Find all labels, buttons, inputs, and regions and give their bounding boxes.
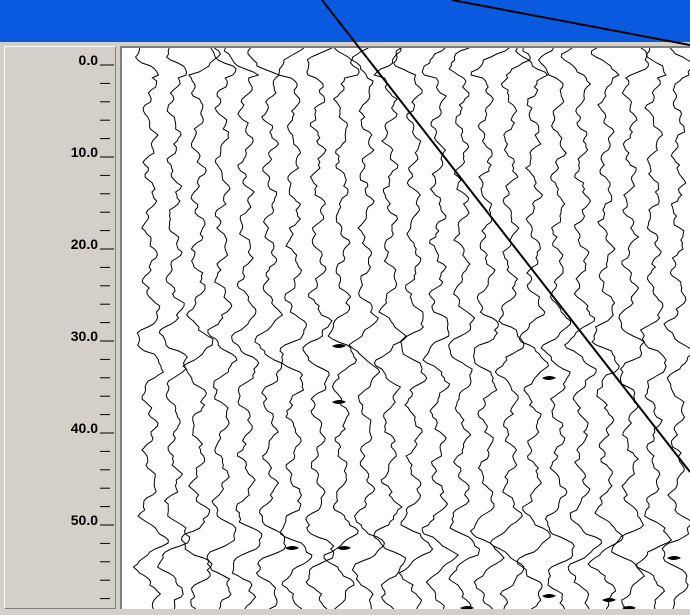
filled-peak xyxy=(285,546,299,550)
time-tick-label: 30.0 xyxy=(71,328,98,344)
time-axis-panel: 0.0 10.0 20.0 30.0 40.0 50.0 xyxy=(4,46,116,609)
seismic-trace xyxy=(515,48,551,609)
filled-peak xyxy=(460,606,474,609)
seismic-trace xyxy=(180,48,222,609)
time-tick-label: 20.0 xyxy=(71,236,98,252)
seismic-trace xyxy=(469,48,510,609)
time-tick-label: 40.0 xyxy=(71,420,98,436)
time-axis-ruler: 0.0 10.0 20.0 30.0 40.0 50.0 xyxy=(71,52,114,600)
filled-peak xyxy=(667,556,681,560)
seismic-trace xyxy=(323,48,360,609)
filled-peak xyxy=(622,606,636,609)
filled-peak xyxy=(332,400,346,404)
time-tick-label: 0.0 xyxy=(79,52,99,68)
seismic-trace xyxy=(156,48,191,609)
filled-peak xyxy=(332,344,346,348)
seismic-trace xyxy=(223,48,263,609)
seismogram-traces xyxy=(132,48,690,609)
seismogram-view[interactable] xyxy=(120,46,690,609)
seismic-trace xyxy=(560,48,603,609)
seismic-trace xyxy=(132,48,169,609)
seismic-trace xyxy=(206,48,238,609)
filled-peak xyxy=(602,598,616,602)
seismic-trace xyxy=(393,48,434,609)
seismic-trace xyxy=(348,48,385,609)
seismic-trace xyxy=(278,48,313,609)
filled-peak xyxy=(542,594,556,598)
time-tick-label: 50.0 xyxy=(71,512,98,528)
time-tick-label: 10.0 xyxy=(71,144,98,160)
seismic-trace xyxy=(661,48,690,609)
title-bar[interactable] xyxy=(0,0,690,42)
seismic-trace xyxy=(587,48,624,609)
filled-peak xyxy=(337,546,351,550)
seismic-trace xyxy=(302,48,335,609)
seismic-trace xyxy=(636,48,673,609)
seismic-trace xyxy=(247,48,287,609)
seismic-trace xyxy=(421,48,460,609)
filled-peak xyxy=(542,376,556,380)
seismic-trace xyxy=(537,48,575,609)
